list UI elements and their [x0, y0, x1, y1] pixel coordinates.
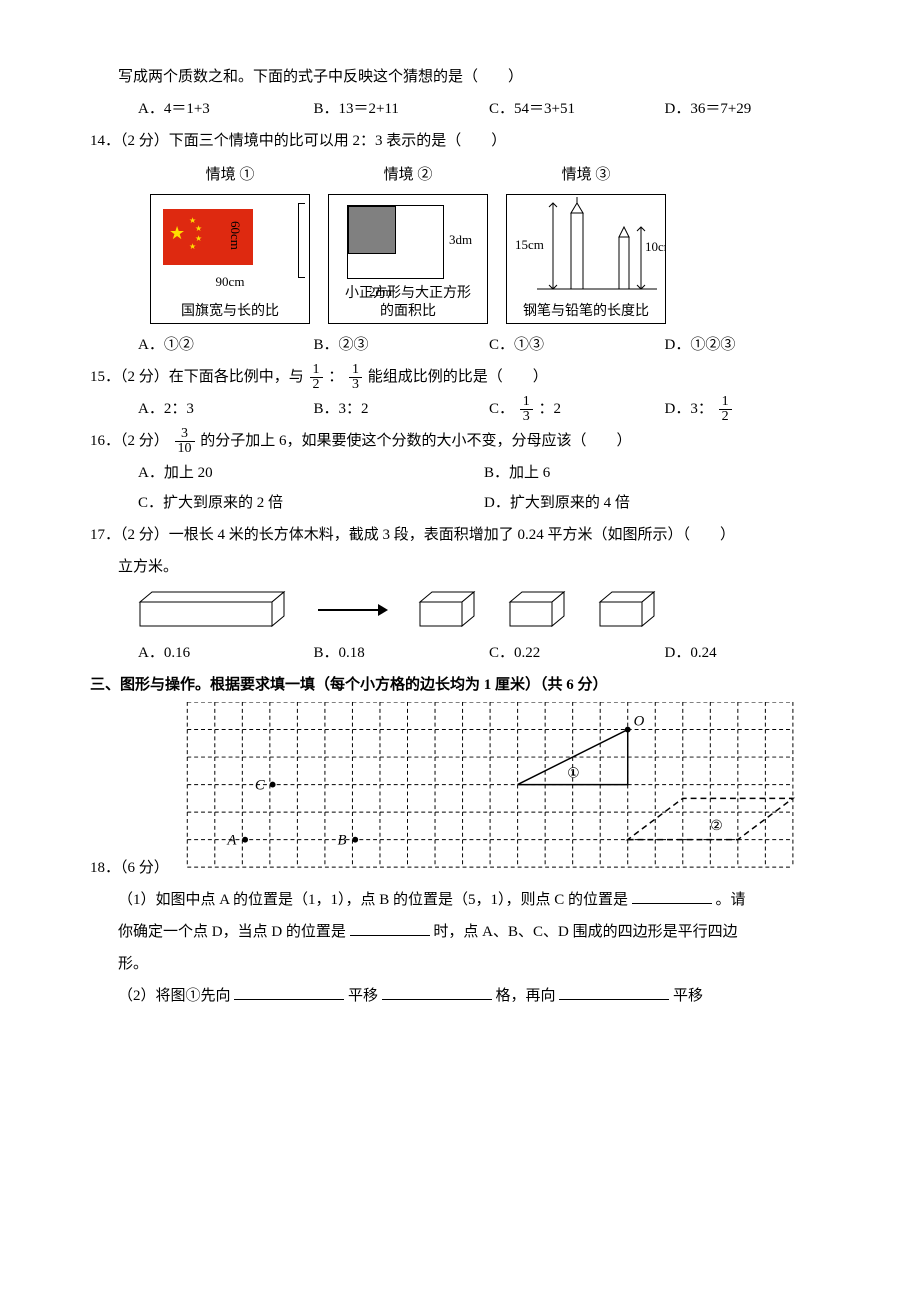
- scene3: 情境 ③ 15cm 10cm: [506, 160, 666, 324]
- scene3-box: 15cm 10cm 钢笔与铅笔的长度比: [506, 194, 666, 324]
- scene3-label: 情境 ③: [506, 160, 666, 190]
- svg-text:②: ②: [710, 818, 722, 833]
- small-square: [348, 206, 396, 254]
- q16-choices-row2: C．扩大到原来的 2 倍 D．扩大到原来的 4 倍: [90, 488, 830, 518]
- blank-input[interactable]: [350, 922, 430, 937]
- cuboid-long-icon: [138, 590, 288, 630]
- q15-stem: 15．（2 分）在下面各比例中，与 12 ： 13 能组成比例的比是（ ）: [90, 362, 830, 392]
- q15-choice-b[interactable]: B．3：2: [314, 394, 480, 424]
- fraction: 13: [349, 363, 362, 392]
- scene2: 情境 ② 3dm 2dm 小正方形与大正方形 的面积比: [328, 160, 488, 324]
- q18-p2: （2）将图①先向 平移 格，再向 平移: [90, 981, 830, 1011]
- q13-choice-d[interactable]: D．36＝7+29: [665, 94, 831, 124]
- q18-row: 18．（6 分） ① ② A B C O: [90, 702, 830, 883]
- q16-choice-a[interactable]: A．加上 20: [138, 458, 484, 488]
- q18-p1-line2: 你确定一个点 D，当点 D 的位置是 时，点 A、B、C、D 围成的四边形是平行…: [90, 917, 830, 947]
- svg-text:①: ①: [567, 766, 579, 781]
- q17-choice-c[interactable]: C．0.22: [489, 638, 655, 668]
- q13-stem-tail: 写成两个质数之和。下面的式子中反映这个猜想的是（ ）: [90, 62, 830, 92]
- q16-choice-b[interactable]: B．加上 6: [484, 458, 830, 488]
- fraction: 12: [310, 363, 323, 392]
- q15-choice-c[interactable]: C． 13 ：2: [489, 394, 655, 424]
- scene1-box: ★ ★ ★ ★ ★ 60cm 90cm 国旗宽与长的比: [150, 194, 310, 324]
- svg-text:10cm: 10cm: [645, 239, 665, 254]
- scene1-width: 90cm: [151, 269, 309, 295]
- dimension-bracket-icon: [298, 203, 305, 278]
- q14-scenes: 情境 ① ★ ★ ★ ★ ★ 60cm 90cm 国旗宽与长的比 情境 ② 3d…: [90, 160, 830, 324]
- big-square: [347, 205, 444, 279]
- q15-pre: 15．（2 分）在下面各比例中，与: [90, 369, 304, 385]
- svg-text:15cm: 15cm: [515, 237, 544, 252]
- scene1-height: 60cm: [222, 221, 248, 250]
- fraction: 13: [520, 395, 533, 424]
- q17-stem2: 立方米。: [90, 552, 830, 582]
- q17-choice-d[interactable]: D．0.24: [665, 638, 831, 668]
- colon: ：: [328, 369, 343, 385]
- q15-choices: A．2：3 B．3：2 C． 13 ：2 D．3： 12: [90, 394, 830, 424]
- q18-grid: ① ② A B C O: [180, 702, 810, 877]
- star-icon: ★: [189, 239, 196, 255]
- q16-choice-d[interactable]: D．扩大到原来的 4 倍: [484, 488, 830, 518]
- fraction: 12: [719, 395, 732, 424]
- q17-figure: [90, 590, 830, 630]
- arrow-right-icon: [318, 600, 388, 620]
- star-icon: ★: [169, 215, 185, 251]
- q13-choices: A．4＝1+3 B．13＝2+11 C．54＝3+51 D．36＝7+29: [90, 94, 830, 124]
- scene2-label: 情境 ②: [328, 160, 488, 190]
- q17-choice-a[interactable]: A．0.16: [138, 638, 304, 668]
- scene1-label: 情境 ①: [150, 160, 310, 190]
- q17-stem: 17．（2 分）一根长 4 米的长方体木料，截成 3 段，表面积增加了 0.24…: [90, 520, 830, 550]
- q14-stem: 14．（2 分）下面三个情境中的比可以用 2：3 表示的是（ ）: [90, 126, 830, 156]
- q14-choice-c[interactable]: C．①③: [489, 330, 655, 360]
- q15-choice-d[interactable]: D．3： 12: [665, 394, 831, 424]
- q17-choices: A．0.16 B．0.18 C．0.22 D．0.24: [90, 638, 830, 668]
- fraction: 310: [175, 427, 195, 456]
- q18-label: 18．（6 分）: [90, 853, 180, 883]
- svg-text:O: O: [634, 714, 645, 730]
- q14-choice-b[interactable]: B．②③: [314, 330, 480, 360]
- svg-text:B: B: [338, 833, 347, 849]
- q13-choice-b[interactable]: B．13＝2+11: [314, 94, 480, 124]
- blank-input[interactable]: [632, 890, 712, 905]
- cuboid-short-icon: [508, 590, 568, 630]
- cuboid-short-icon: [598, 590, 658, 630]
- scene2-box: 3dm 2dm 小正方形与大正方形 的面积比: [328, 194, 488, 324]
- blank-input[interactable]: [382, 986, 492, 1001]
- q14-choices: A．①② B．②③ C．①③ D．①②③: [90, 330, 830, 360]
- q14-choice-d[interactable]: D．①②③: [665, 330, 831, 360]
- q15-post: 能组成比例的比是（ ）: [368, 369, 548, 385]
- q16-stem: 16．（2 分） 310 的分子加上 6，如果要使这个分数的大小不变，分母应该（…: [90, 426, 830, 456]
- blank-input[interactable]: [234, 986, 344, 1001]
- scene2-big-label: 3dm: [449, 227, 472, 253]
- q17-choice-b[interactable]: B．0.18: [314, 638, 480, 668]
- scene2-caption: 小正方形与大正方形 的面积比: [329, 285, 487, 321]
- blank-input[interactable]: [559, 986, 669, 1001]
- q13-choice-c[interactable]: C．54＝3+51: [489, 94, 655, 124]
- scene3-caption: 钢笔与铅笔的长度比: [507, 303, 665, 321]
- q16-choices-row1: A．加上 20 B．加上 6: [90, 458, 830, 488]
- cuboid-short-icon: [418, 590, 478, 630]
- svg-text:A: A: [226, 833, 237, 849]
- q14-choice-a[interactable]: A．①②: [138, 330, 304, 360]
- q18-p1-line1: （1）如图中点 A 的位置是（1，1），点 B 的位置是（5，1），则点 C 的…: [90, 885, 830, 915]
- svg-text:C: C: [255, 778, 265, 794]
- q16-choice-c[interactable]: C．扩大到原来的 2 倍: [138, 488, 484, 518]
- scene1: 情境 ① ★ ★ ★ ★ ★ 60cm 90cm 国旗宽与长的比: [150, 160, 310, 324]
- q15-choice-a[interactable]: A．2：3: [138, 394, 304, 424]
- scene1-caption: 国旗宽与长的比: [151, 303, 309, 321]
- q13-choice-a[interactable]: A．4＝1+3: [138, 94, 304, 124]
- section3-heading: 三、图形与操作。根据要求填一填（每个小方格的边长均为 1 厘米）（共 6 分）: [90, 670, 830, 700]
- q18-p1-line3: 形。: [90, 949, 830, 979]
